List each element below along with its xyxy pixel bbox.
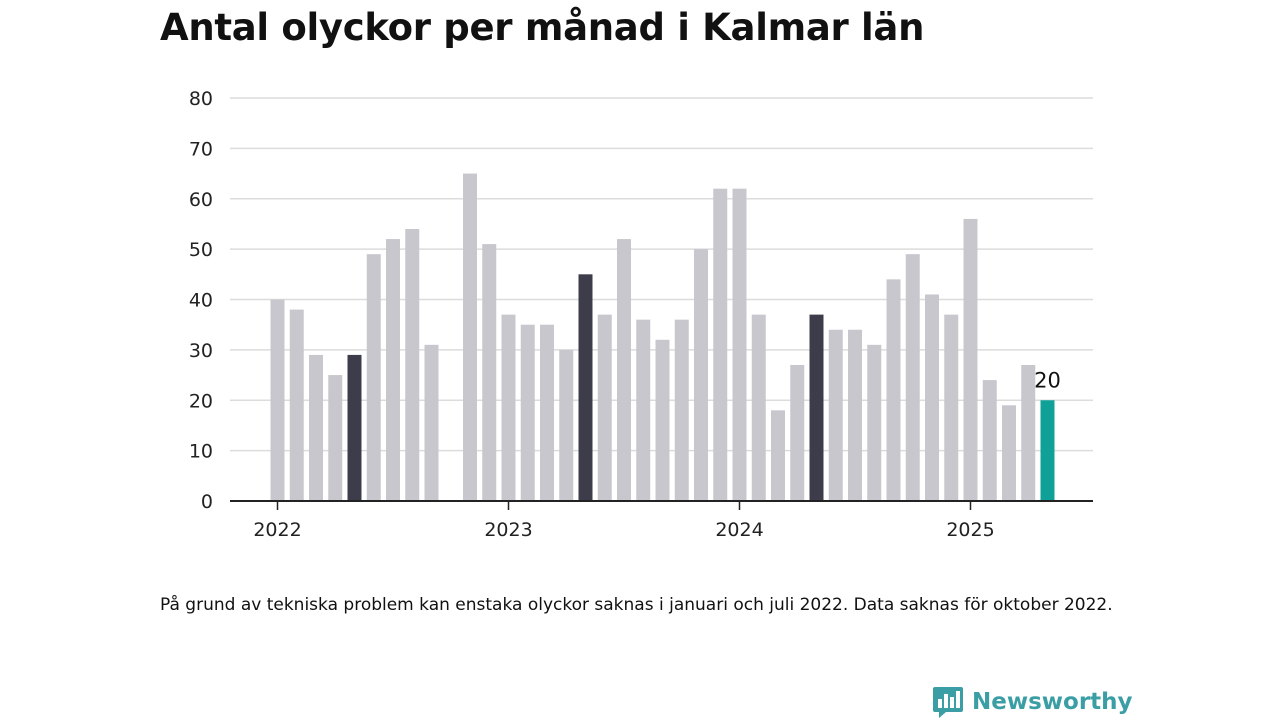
bar-2022-03 [309,354,323,501]
bar-2024-08 [867,344,882,501]
bar-2022-12 [482,244,497,501]
bar-2022-11 [463,173,477,501]
y-tick-label-80: 80 [189,88,213,110]
x-tick-label-2022: 2022 [253,519,301,541]
bar-2022-08 [405,228,420,501]
bars [270,173,1055,502]
bar-2022-04 [328,375,343,501]
bar-2022-06 [366,254,381,501]
bar-2024-06 [828,329,843,501]
bar-2024-03 [771,410,785,501]
bar-2024-10 [905,254,920,501]
bar-2023-05 [578,274,593,501]
bar-2024-11 [925,294,939,501]
bar-2023-03 [540,324,554,501]
bar-2025-01 [963,218,978,501]
bar-2023-08 [636,319,651,501]
bar-2025-03 [1002,405,1016,501]
bar-2025-02 [982,380,997,501]
bar-2023-06 [597,314,612,501]
bar-2024-04 [790,364,805,501]
bar-2023-10 [674,319,689,501]
bar-2023-12 [713,188,728,502]
bar-2024-09 [886,279,901,501]
bar-2023-07 [617,239,631,502]
y-tick-label-50: 50 [189,239,213,261]
bar-2023-09 [655,339,670,501]
footnote: På grund av tekniska problem kan enstaka… [160,595,1113,615]
bar-2022-05 [347,354,362,501]
bar-2023-02 [520,324,535,501]
bar-2022-01 [270,299,285,501]
data-label-latest: 20 [1034,368,1061,392]
bar-2024-01 [732,188,747,502]
bar-2024-02 [751,314,766,501]
bar-2022-09 [424,344,439,501]
bar-2023-11 [694,249,708,501]
y-tick-label-20: 20 [189,390,213,412]
bar-2025-04 [1021,364,1036,501]
y-axis-ticks: 0 10 20 30 40 50 60 70 80 [189,88,213,513]
bar-2024-05 [809,314,824,501]
x-tick-label-2025: 2025 [946,519,994,541]
newsworthy-logo-icon [933,687,963,718]
bar-2023-01 [501,314,516,501]
bar-2023-04 [559,349,574,501]
bar-2024-07 [848,329,862,501]
data-labels: 20 [1034,368,1061,392]
x-tick-label-2023: 2023 [484,519,532,541]
y-tick-label-10: 10 [189,441,213,463]
newsworthy-logo[interactable]: Newsworthy [932,682,1133,722]
x-tick-label-2024: 2024 [715,519,763,541]
bar-2022-07 [386,239,400,502]
bar-chart: 0 10 20 30 40 50 60 70 80 20 2022 2023 2024 2025 [189,88,1093,541]
brand-name: Newsworthy [972,689,1133,715]
chart-title: Antal olyckor per månad i Kalmar län [160,6,925,49]
y-tick-label-60: 60 [189,189,213,211]
y-tick-label-30: 30 [189,340,213,362]
y-tick-label-70: 70 [189,138,213,160]
bar-2025-05 [1040,400,1055,501]
x-axis-ticks: 2022 2023 2024 2025 [253,501,995,541]
bar-2022-02 [289,309,304,501]
y-tick-label-0: 0 [201,491,213,513]
y-tick-label-40: 40 [189,290,213,312]
bar-2024-12 [944,314,959,501]
